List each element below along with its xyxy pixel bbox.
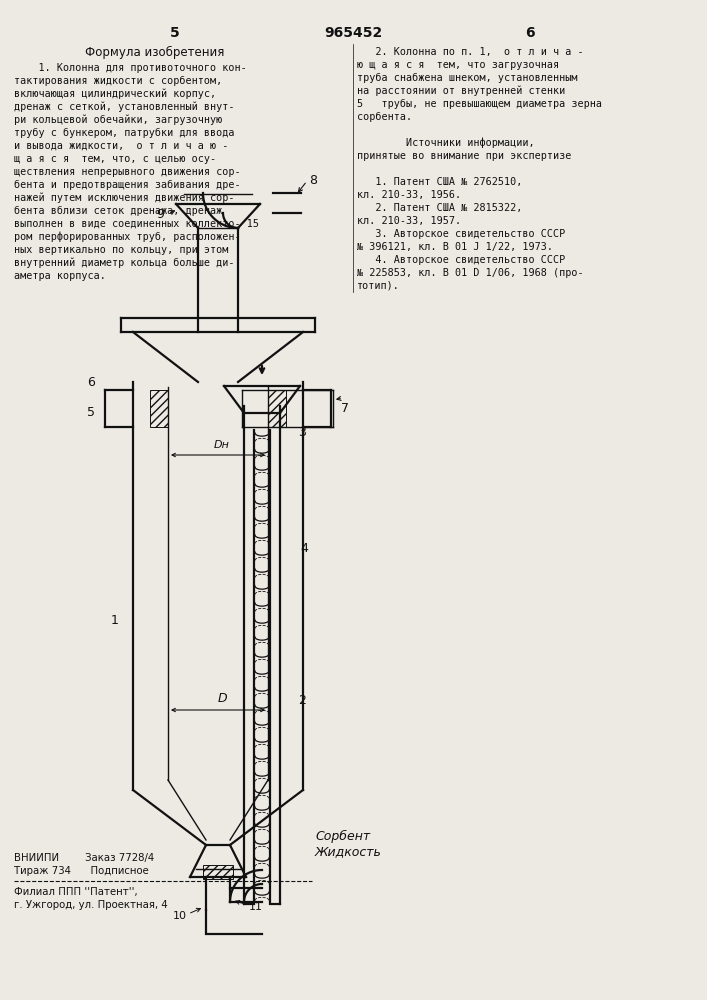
- Bar: [203, 865, 233, 879]
- Text: 1. Колонна для противоточного кон-: 1. Колонна для противоточного кон-: [14, 63, 247, 73]
- Text: ю щ а я с я  тем, что загрузочная: ю щ а я с я тем, что загрузочная: [357, 60, 559, 70]
- Text: сорбента.: сорбента.: [357, 112, 412, 122]
- Text: на расстоянии от внутренней стенки: на расстоянии от внутренней стенки: [357, 86, 566, 96]
- Text: ри кольцевой обечайки, загрузочную: ри кольцевой обечайки, загрузочную: [14, 115, 222, 125]
- Text: № 396121, кл. В 01 J 1/22, 1973.: № 396121, кл. В 01 J 1/22, 1973.: [357, 242, 553, 252]
- Text: аметра корпуса.: аметра корпуса.: [14, 271, 106, 281]
- Text: внутренний диаметр кольца больше ди-: внутренний диаметр кольца больше ди-: [14, 258, 235, 268]
- Text: дренаж с сеткой, установленный внут-: дренаж с сеткой, установленный внут-: [14, 102, 235, 112]
- Text: выполнен в виде соединенных коллекто- 15: выполнен в виде соединенных коллекто- 15: [14, 219, 259, 229]
- Text: 965452: 965452: [324, 26, 382, 40]
- Text: кл. 210-33, 1956.: кл. 210-33, 1956.: [357, 190, 461, 200]
- Text: щ а я с я  тем, что, с целью осу-: щ а я с я тем, что, с целью осу-: [14, 154, 216, 164]
- Text: тотип).: тотип).: [357, 281, 400, 291]
- Text: ществления непрерывного движения сор-: ществления непрерывного движения сор-: [14, 167, 240, 177]
- Text: ром перфорированных труб, расположен-: ром перфорированных труб, расположен-: [14, 232, 240, 242]
- Text: включающая цилиндрический корпус,: включающая цилиндрический корпус,: [14, 89, 216, 99]
- Text: 6: 6: [87, 375, 95, 388]
- Text: № 225853, кл. В 01 D 1/06, 1968 (про-: № 225853, кл. В 01 D 1/06, 1968 (про-: [357, 268, 583, 278]
- Text: 7: 7: [341, 402, 349, 415]
- Text: ВНИИПИ        Заказ 7728/4: ВНИИПИ Заказ 7728/4: [14, 853, 154, 863]
- Bar: [150, 390, 168, 427]
- Text: 6: 6: [525, 26, 534, 40]
- FancyArrowPatch shape: [172, 453, 264, 457]
- Text: 11: 11: [249, 902, 263, 912]
- Text: бента и предотвращения забивания дре-: бента и предотвращения забивания дре-: [14, 180, 240, 190]
- Text: Филиал ППП ''Патент'',: Филиал ППП ''Патент'',: [14, 887, 138, 897]
- Text: 3: 3: [298, 426, 306, 440]
- Text: 2: 2: [298, 694, 306, 706]
- Text: ных вертикально по кольцу, при этом: ных вертикально по кольцу, при этом: [14, 245, 228, 255]
- Text: нажей путем исключения движения сор-: нажей путем исключения движения сор-: [14, 193, 235, 203]
- Text: Тираж 734      Подписное: Тираж 734 Подписное: [14, 866, 148, 876]
- Text: и вывода жидкости,  о т л и ч а ю -: и вывода жидкости, о т л и ч а ю -: [14, 141, 228, 151]
- Text: кл. 210-33, 1957.: кл. 210-33, 1957.: [357, 216, 461, 226]
- Text: тактирования жидкости с сорбентом,: тактирования жидкости с сорбентом,: [14, 76, 222, 86]
- Text: г. Ужгород, ул. Проектная, 4: г. Ужгород, ул. Проектная, 4: [14, 900, 168, 910]
- Text: 5: 5: [87, 406, 95, 419]
- Text: 5: 5: [170, 26, 180, 40]
- Text: Сорбент: Сорбент: [315, 830, 370, 843]
- Text: D: D: [217, 692, 227, 705]
- Text: 1. Патент США № 2762510,: 1. Патент США № 2762510,: [357, 177, 522, 187]
- Text: бента вблизи сеток дренажа, дренаж: бента вблизи сеток дренажа, дренаж: [14, 206, 222, 216]
- Text: 2. Колонна по п. 1,  о т л и ч а -: 2. Колонна по п. 1, о т л и ч а -: [357, 47, 583, 57]
- Text: Dн: Dн: [214, 440, 230, 450]
- Text: Формула изобретения: Формула изобретения: [86, 45, 225, 59]
- Text: 3. Авторское свидетельство СССР: 3. Авторское свидетельство СССР: [357, 229, 566, 239]
- Text: труба снабжена шнеком, установленным: труба снабжена шнеком, установленным: [357, 73, 578, 83]
- Text: 10: 10: [173, 911, 187, 921]
- Text: 4: 4: [300, 542, 308, 554]
- Text: Жидкость: Жидкость: [315, 845, 382, 858]
- Bar: [268, 390, 286, 427]
- Text: 9: 9: [156, 208, 164, 221]
- Text: 8: 8: [309, 174, 317, 188]
- Text: принятые во внимание при экспертизе: принятые во внимание при экспертизе: [357, 151, 571, 161]
- Text: 4. Авторское свидетельство СССР: 4. Авторское свидетельство СССР: [357, 255, 566, 265]
- Text: 5   трубы, не превышающем диаметра зерна: 5 трубы, не превышающем диаметра зерна: [357, 99, 602, 109]
- Text: трубу с бункером, патрубки для ввода: трубу с бункером, патрубки для ввода: [14, 128, 235, 138]
- Text: 1: 1: [111, 613, 119, 626]
- Text: Источники информации,: Источники информации,: [357, 138, 534, 148]
- Text: 2. Патент США № 2815322,: 2. Патент США № 2815322,: [357, 203, 522, 213]
- FancyArrowPatch shape: [172, 708, 264, 712]
